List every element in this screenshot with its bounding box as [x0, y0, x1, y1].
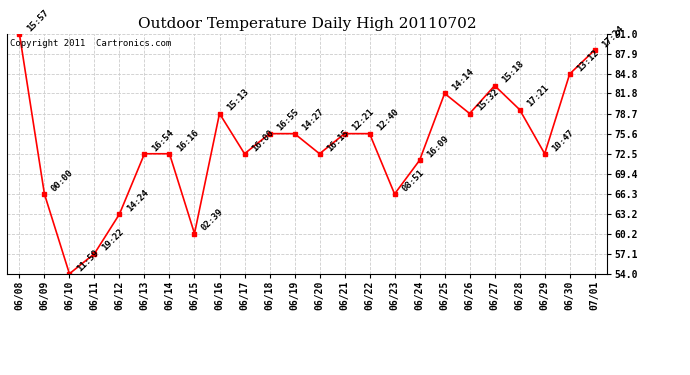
Text: 15:57: 15:57	[25, 8, 50, 33]
Text: 14:27: 14:27	[300, 108, 326, 133]
Text: 08:51: 08:51	[400, 168, 426, 193]
Text: 19:22: 19:22	[100, 228, 126, 253]
Text: 14:24: 14:24	[125, 188, 150, 213]
Text: 17:24: 17:24	[600, 24, 626, 49]
Text: 15:13: 15:13	[225, 87, 250, 113]
Text: 16:15: 16:15	[325, 128, 351, 153]
Text: 15:18: 15:18	[500, 60, 526, 85]
Text: 16:09: 16:09	[425, 134, 451, 159]
Text: 11:59: 11:59	[75, 248, 100, 273]
Text: 16:55: 16:55	[275, 108, 300, 133]
Text: 12:21: 12:21	[350, 108, 375, 133]
Text: 02:39: 02:39	[200, 207, 226, 233]
Text: Copyright 2011  Cartronics.com: Copyright 2011 Cartronics.com	[10, 39, 171, 48]
Text: 16:16: 16:16	[175, 128, 200, 153]
Text: 16:54: 16:54	[150, 128, 175, 153]
Text: 16:00: 16:00	[250, 128, 275, 153]
Title: Outdoor Temperature Daily High 20110702: Outdoor Temperature Daily High 20110702	[138, 17, 476, 31]
Text: 15:32: 15:32	[475, 87, 500, 113]
Text: 14:14: 14:14	[450, 67, 475, 93]
Text: 00:00: 00:00	[50, 168, 75, 193]
Text: 17:21: 17:21	[525, 84, 551, 109]
Text: 10:47: 10:47	[550, 128, 575, 153]
Text: 12:40: 12:40	[375, 108, 400, 133]
Text: 13:12: 13:12	[575, 48, 600, 73]
